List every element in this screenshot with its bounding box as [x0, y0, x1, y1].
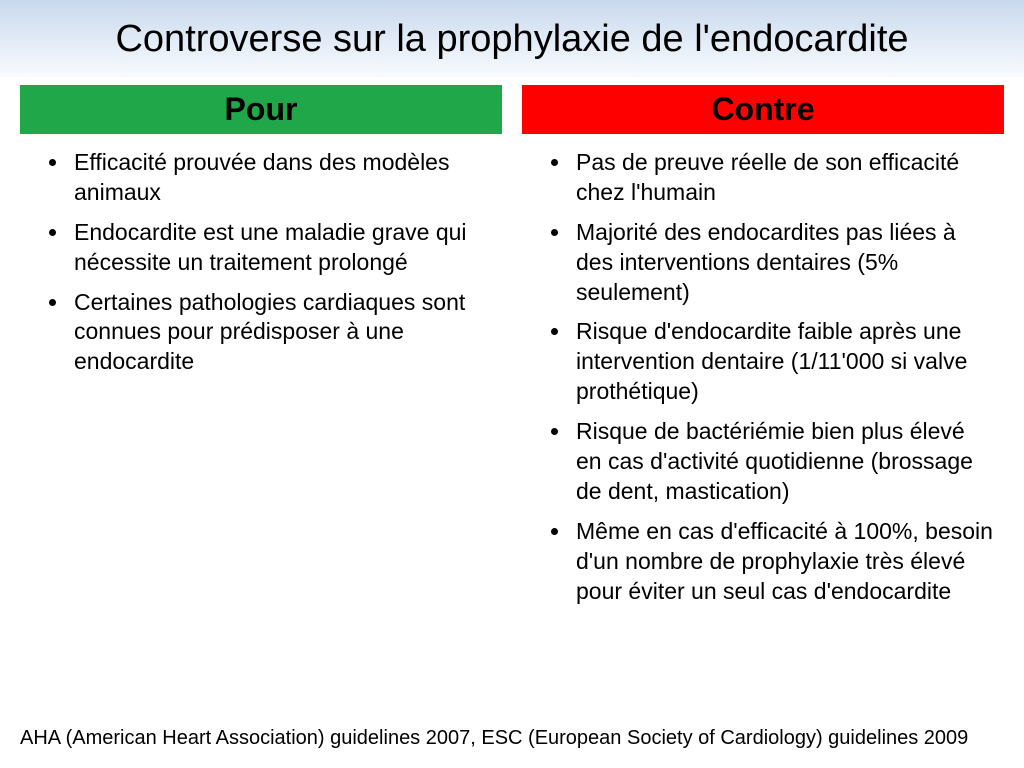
pour-column: Pour Efficacité prouvée dans des modèles…: [20, 85, 502, 616]
contre-item: Majorité des endocardites pas liées à de…: [572, 218, 994, 308]
contre-item: Pas de preuve réelle de son efficacité c…: [572, 148, 994, 208]
contre-header: Contre: [522, 85, 1004, 134]
contre-column: Contre Pas de preuve réelle de son effic…: [522, 85, 1004, 616]
columns-container: Pour Efficacité prouvée dans des modèles…: [0, 85, 1024, 616]
pour-bullets: Efficacité prouvée dans des modèles anim…: [20, 134, 502, 377]
pour-item: Certaines pathologies cardiaques sont co…: [70, 288, 492, 378]
pour-item: Endocardite est une maladie grave qui né…: [70, 218, 492, 278]
contre-item: Risque de bactériémie bien plus élevé en…: [572, 417, 994, 507]
citation-footer: AHA (American Heart Association) guideli…: [20, 727, 1004, 750]
contre-item: Risque d'endocardite faible après une in…: [572, 317, 994, 407]
contre-bullets: Pas de preuve réelle de son efficacité c…: [522, 134, 1004, 606]
pour-item: Efficacité prouvée dans des modèles anim…: [70, 148, 492, 208]
contre-item: Même en cas d'efficacité à 100%, besoin …: [572, 517, 994, 607]
pour-header: Pour: [20, 85, 502, 134]
slide-title: Controverse sur la prophylaxie de l'endo…: [0, 0, 1024, 77]
